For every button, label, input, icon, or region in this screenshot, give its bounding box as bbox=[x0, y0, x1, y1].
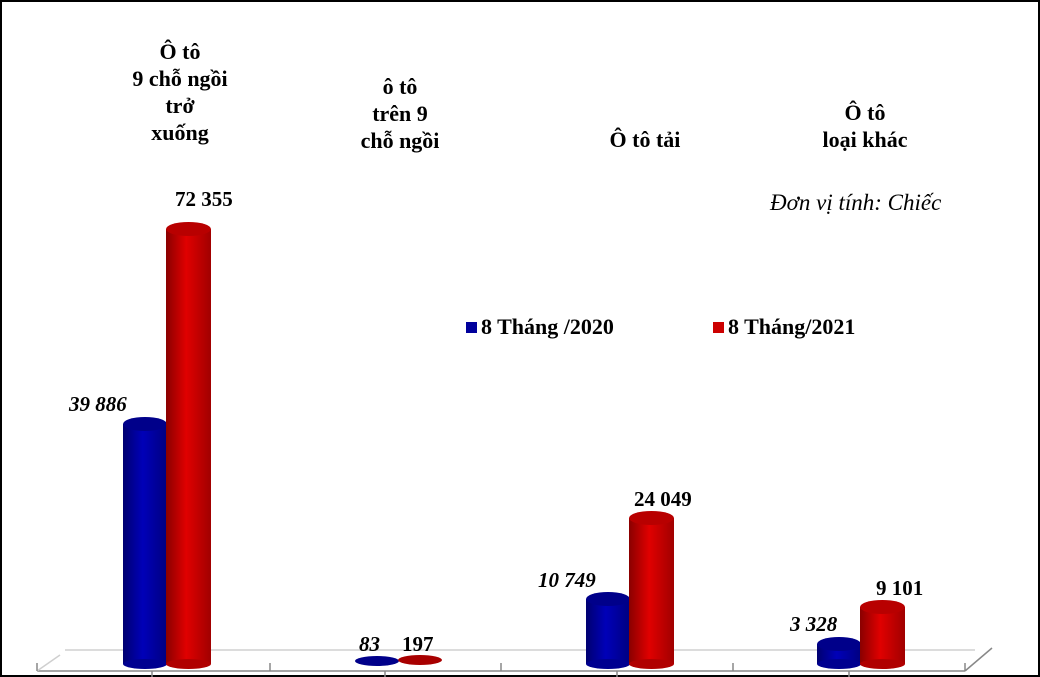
data-label-2020-cat0: 39 886 bbox=[69, 392, 127, 416]
category-label-2: Ô tô tải bbox=[609, 127, 681, 152]
bar-2020-cat3 bbox=[817, 637, 861, 669]
data-label-2021-cat0: 72 355 bbox=[175, 187, 233, 211]
legend-item-2021: 8 Tháng/2021 bbox=[713, 314, 855, 340]
category-label-3: Ô tô loại khác bbox=[822, 100, 908, 152]
category-label-1: ô tô trên 9 chỗ ngồi bbox=[360, 74, 440, 153]
legend-label-2020: 8 Tháng /2020 bbox=[481, 314, 614, 339]
legend-swatch-red-icon bbox=[713, 321, 724, 333]
data-label-2020-cat1: 83 bbox=[359, 632, 380, 656]
legend-label-2021: 8 Tháng/2021 bbox=[728, 314, 856, 339]
data-label-2021-cat2: 24 049 bbox=[634, 487, 692, 511]
data-label-2020-cat3: 3 328 bbox=[790, 612, 838, 636]
data-label-2020-cat2: 10 749 bbox=[538, 568, 596, 592]
bar-2021-cat2 bbox=[629, 511, 674, 669]
legend-item-2020: 8 Tháng /2020 bbox=[466, 314, 614, 340]
bar-2020-cat2 bbox=[586, 592, 630, 669]
legend-swatch-blue-icon bbox=[466, 321, 477, 333]
unit-note: Đơn vị tính: Chiếc bbox=[770, 190, 942, 215]
data-label-2021-cat3: 9 101 bbox=[876, 576, 924, 600]
category-label-0: Ô tô 9 chỗ ngồi trở xuống bbox=[132, 39, 228, 145]
bar-2021-cat3 bbox=[860, 600, 905, 669]
bar-2020-cat0 bbox=[123, 417, 167, 669]
bar-2021-cat1 bbox=[398, 655, 442, 665]
bar-2020-cat1 bbox=[355, 656, 399, 666]
data-label-2021-cat1: 197 bbox=[402, 632, 434, 656]
bar-2021-cat0 bbox=[166, 222, 211, 669]
